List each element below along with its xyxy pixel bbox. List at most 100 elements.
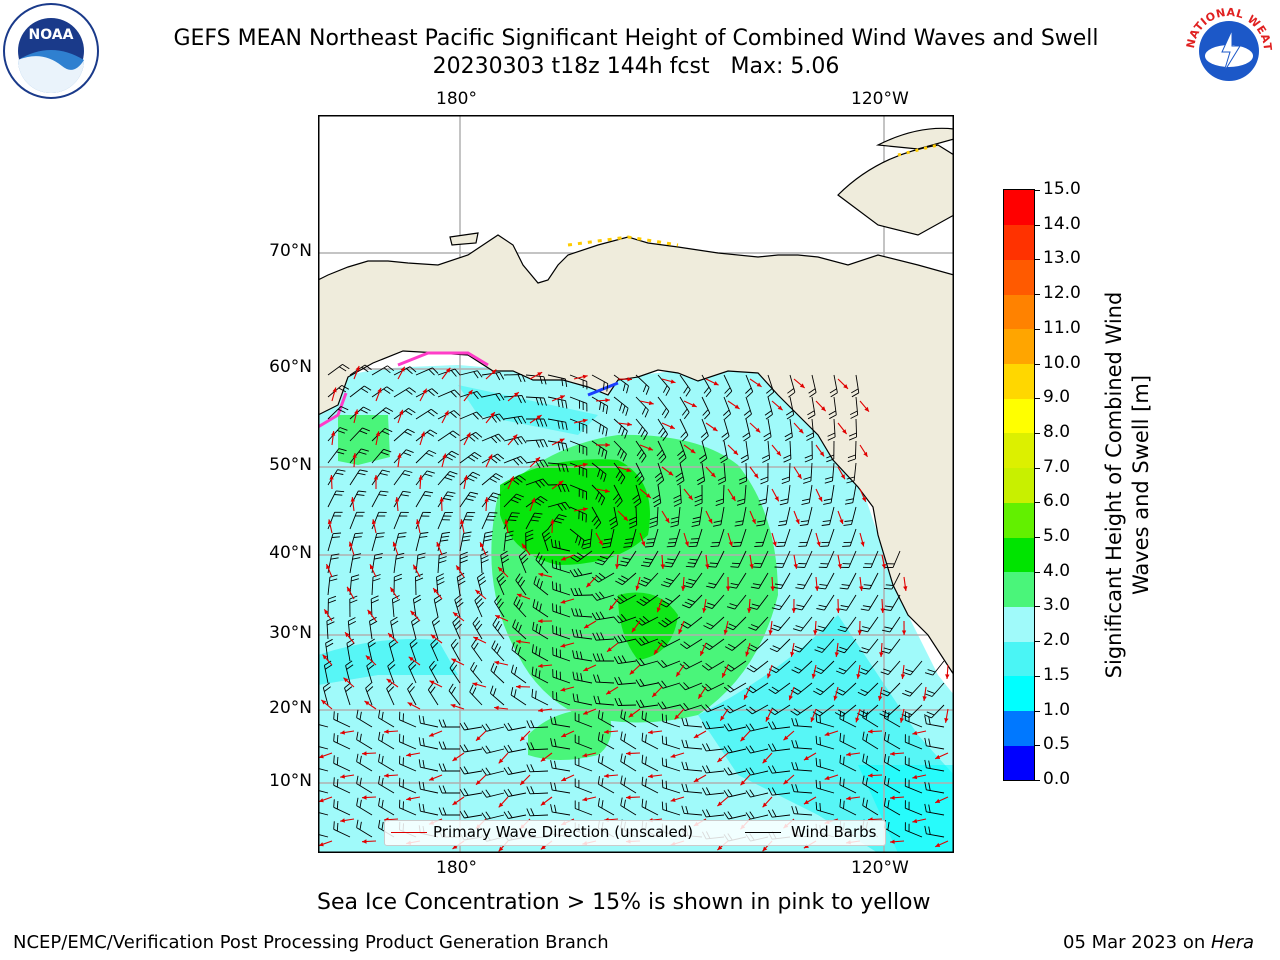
wind-barb [591, 440, 608, 460]
wind-barb [437, 491, 456, 508]
wave-direction-arrow [815, 488, 823, 502]
wind-barb [883, 798, 901, 816]
wind-barb [723, 374, 733, 398]
wind-barb [635, 636, 659, 646]
wave-direction-arrow [430, 634, 443, 644]
wave-direction-arrow [606, 642, 619, 653]
wave-direction-arrow [551, 480, 564, 490]
wind-barb [437, 470, 458, 486]
wave-direction-arrow [899, 708, 905, 723]
wind-barb [552, 625, 571, 640]
wind-barb [661, 801, 681, 816]
wind-barb [661, 713, 681, 728]
wind-barb [844, 484, 857, 505]
wind-barb [327, 532, 342, 552]
wind-barb [837, 616, 857, 633]
noaa-logo: NOAA [3, 3, 99, 99]
wave-direction-arrow [771, 400, 783, 411]
wind-barb [717, 462, 726, 485]
wind-barb [510, 687, 527, 706]
wind-barb [371, 532, 385, 552]
wind-barb [390, 616, 399, 640]
wind-barb [861, 572, 879, 590]
colorbar-label: Significant Height of Combined Wind Wave… [1102, 291, 1153, 679]
wave-direction-arrow [346, 586, 355, 600]
wind-barb [513, 596, 527, 618]
wave-direction-arrow [846, 752, 861, 757]
wind-barb [641, 754, 659, 772]
wave-direction-arrow [344, 631, 355, 644]
wind-barb [349, 553, 362, 574]
wave-direction-arrow [383, 729, 399, 734]
wave-direction-arrow [353, 409, 359, 424]
wave-1-1-5m-region [858, 765, 954, 853]
wave-direction-arrow [867, 729, 883, 734]
wind-barb [393, 387, 416, 398]
wave-direction-arrow [725, 576, 731, 592]
wave-direction-arrow [837, 554, 842, 569]
wind-barb [680, 638, 703, 649]
lat-label-60n: 60°N [269, 357, 312, 377]
wind-barb [436, 573, 445, 596]
wave-direction-arrow [460, 519, 465, 534]
wind-barb [511, 642, 527, 662]
wind-barb [512, 619, 527, 640]
wind-barb [635, 678, 659, 687]
wave-direction-arrow [318, 840, 333, 847]
wind-barb [862, 753, 879, 772]
wind-barb [860, 594, 879, 611]
wave-direction-arrow [371, 519, 377, 534]
wave-direction-arrow [585, 576, 597, 588]
colorbar-band [1004, 537, 1034, 573]
wind-barb [666, 528, 681, 548]
wave-direction-arrow [529, 497, 536, 512]
wave-direction-arrow [903, 576, 908, 591]
wind-barb [345, 660, 354, 684]
wave-direction-arrow [392, 541, 399, 556]
colorbar-tick-label: 6.0 [1043, 491, 1071, 512]
wave-direction-arrow [837, 510, 844, 525]
wind-barb [748, 616, 769, 631]
wave-direction-arrow [811, 664, 817, 679]
wave-direction-arrow [803, 796, 817, 805]
wind-barb [613, 594, 637, 604]
top-lon-label-180: 180° [436, 89, 477, 109]
wave-direction-arrow [879, 642, 884, 658]
wind-barb [661, 779, 681, 794]
wind-barb [371, 511, 387, 530]
footer-date-text: 05 Mar 2023 on [1063, 932, 1211, 953]
wind-barb [635, 699, 659, 708]
wind-barb [371, 490, 389, 508]
wind-barb [675, 462, 685, 486]
colorbar-tick-label: 4.0 [1043, 560, 1071, 581]
wind-barb [550, 738, 571, 750]
wave-direction-arrow [485, 454, 493, 468]
wave-direction-arrow [803, 752, 817, 761]
wave-direction-arrow [540, 752, 553, 762]
wind-barb [393, 532, 407, 552]
wave-direction-arrow [340, 730, 355, 735]
wind-barb [613, 374, 629, 394]
wind-barb [723, 682, 747, 693]
wind-barb [525, 396, 547, 406]
wave-direction-arrow [395, 497, 400, 512]
wave-direction-arrow [693, 774, 707, 783]
wind-barb [356, 709, 373, 728]
wind-barb [849, 396, 859, 419]
wind-barb [503, 722, 527, 731]
wave-direction-arrow [856, 664, 861, 679]
wave-direction-arrow [432, 587, 443, 600]
wave-direction-arrow [497, 566, 509, 578]
wind-barb [815, 801, 835, 816]
wave-direction-arrow [560, 642, 575, 648]
wind-barb [592, 653, 614, 662]
wind-barb [694, 484, 703, 507]
colorbar-band [1004, 710, 1034, 746]
wind-barb [768, 743, 791, 752]
wind-barb [724, 660, 747, 672]
wave-direction-arrow [479, 542, 487, 556]
wind-barb [349, 469, 368, 486]
wind-barb [399, 711, 417, 728]
colorbar-tick-label: 1.5 [1043, 664, 1071, 685]
wave-direction-arrow [625, 751, 641, 756]
